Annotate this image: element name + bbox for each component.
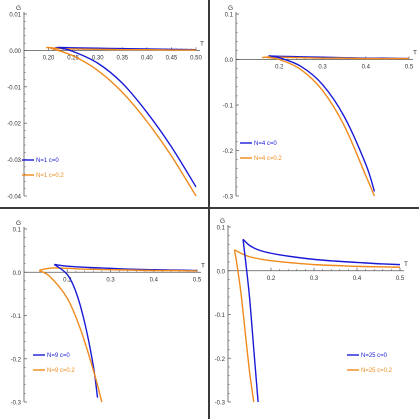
y-axis-label: G <box>220 218 225 225</box>
x-tick-label: 0.4 <box>150 277 159 283</box>
y-tick-label: -0.2 <box>223 149 234 155</box>
y-tick-label: 0.1 <box>13 228 22 234</box>
y-tick-label: -0.03 <box>7 158 21 164</box>
series-line-blue-2 <box>58 46 197 188</box>
legend-label-blue: N=4 c=0 <box>254 141 277 147</box>
y-tick-label: -0.3 <box>223 195 234 201</box>
y-tick-label: -0.1 <box>215 313 226 319</box>
x-tick-label: 0.35 <box>116 55 128 61</box>
y-tick-label: 0.00 <box>9 49 21 55</box>
x-tick-label: 0.50 <box>190 55 202 61</box>
legend-label-orange: N=9 c=0.2 <box>47 368 75 374</box>
x-tick-label: 0.2 <box>267 276 276 282</box>
legend-label-blue: N=25 c=0 <box>361 353 388 359</box>
y-tick-label: 0.0 <box>225 58 234 64</box>
series-line-blue-0 <box>242 238 401 266</box>
x-tick-label: 0.4 <box>353 276 362 282</box>
x-tick-label: 0.3 <box>310 276 319 282</box>
y-tick-label: 0.1 <box>217 226 226 232</box>
x-tick-label: 0.3 <box>318 65 327 71</box>
series-line-blue-2 <box>53 263 99 398</box>
y-tick-label: 0.01 <box>9 13 21 19</box>
x-tick-label: 0.2 <box>63 277 72 283</box>
series-line-orange-3 <box>264 56 376 197</box>
chart-svg: 0.01 0.00 -0.01 -0.02 -0.03 -0.04 0.20 0.25 0.30… <box>7 5 204 201</box>
chart-panel-n25: 0.1 0.0 -0.1 -0.2 -0.3 0.2 0.3 0.4 0.5 G T N=25 c=0… <box>210 209 419 419</box>
y-tick-label: -0.1 <box>223 104 234 110</box>
x-tick-label: 0.25 <box>67 55 79 61</box>
series-line-blue-2 <box>270 55 376 192</box>
y-tick-label: -0.04 <box>7 195 21 201</box>
x-tick-label: 0.40 <box>141 55 153 61</box>
x-axis-label: T <box>200 40 204 47</box>
x-tick-label: 0.2 <box>275 65 284 71</box>
x-tick-label: 0.20 <box>43 55 55 61</box>
x-tick-label: 0.5 <box>396 276 405 282</box>
y-axis-label: G <box>16 220 21 227</box>
legend-label-blue: N=9 c=0 <box>47 353 70 359</box>
x-axis-label: T <box>413 50 417 57</box>
y-tick-label: -0.01 <box>7 85 21 91</box>
y-tick-label: -0.02 <box>7 122 21 128</box>
x-tick-label: 0.5 <box>405 65 414 71</box>
x-tick-label: 0.4 <box>362 65 371 71</box>
series-line-orange-3 <box>38 269 103 403</box>
chart-svg: 0.1 0.0 -0.1 -0.2 -0.3 0.2 0.3 0.4 0.5 G T N=25 c=0… <box>215 218 408 407</box>
x-tick-label: 0.30 <box>92 55 104 61</box>
series-line-orange-3 <box>233 249 255 403</box>
chart-svg: 0.1 0.0 -0.1 -0.2 -0.3 0.2 0.3 0.4 0.5 G T N=9 c=0 N… <box>11 220 205 407</box>
legend-label-orange: N=4 c=0.2 <box>254 156 282 162</box>
chart-panel-n1: 0.01 0.00 -0.01 -0.02 -0.03 -0.04 0.20 0.25 0.30… <box>0 0 208 207</box>
x-tick-label: 0.45 <box>166 55 178 61</box>
y-tick-label: -0.1 <box>11 314 22 320</box>
y-tick-label: -0.2 <box>215 357 226 363</box>
series-line-orange-1 <box>38 267 198 272</box>
series-line-orange-3 <box>48 46 197 197</box>
y-tick-label: 0.1 <box>225 13 234 19</box>
series-line-blue-2 <box>242 239 259 403</box>
y-axis-label: G <box>228 5 233 12</box>
x-tick-label: 0.5 <box>193 277 202 283</box>
y-tick-label: -0.3 <box>11 401 22 407</box>
horizontal-divider <box>0 207 419 209</box>
y-tick-label: -0.2 <box>11 357 22 363</box>
legend-label-orange: N=1 c=0.2 <box>36 173 64 179</box>
series-line-orange-1 <box>234 249 401 268</box>
x-tick-label: 0.3 <box>106 277 115 283</box>
chart-panel-n9: 0.1 0.0 -0.1 -0.2 -0.3 0.2 0.3 0.4 0.5 G T N=9 c=0 N… <box>0 209 208 419</box>
legend-label-blue: N=1 c=0 <box>36 158 59 164</box>
legend-label-orange: N=25 c=0.2 <box>361 368 393 374</box>
x-axis-label: T <box>201 262 205 269</box>
chart-panel-n4: 0.1 0.0 -0.1 -0.2 -0.3 0.2 0.3 0.4 0.5 G T N=4 c=0 N… <box>210 0 419 207</box>
chart-svg: 0.1 0.0 -0.1 -0.2 -0.3 0.2 0.3 0.4 0.5 G T N=4 c=0 N… <box>223 5 417 201</box>
y-tick-label: 0.0 <box>217 269 226 275</box>
y-axis-label: G <box>16 5 21 12</box>
y-tick-label: 0.0 <box>13 271 22 277</box>
y-tick-label: -0.3 <box>215 401 226 407</box>
vertical-divider <box>208 0 210 419</box>
x-axis-label: T <box>404 261 408 268</box>
